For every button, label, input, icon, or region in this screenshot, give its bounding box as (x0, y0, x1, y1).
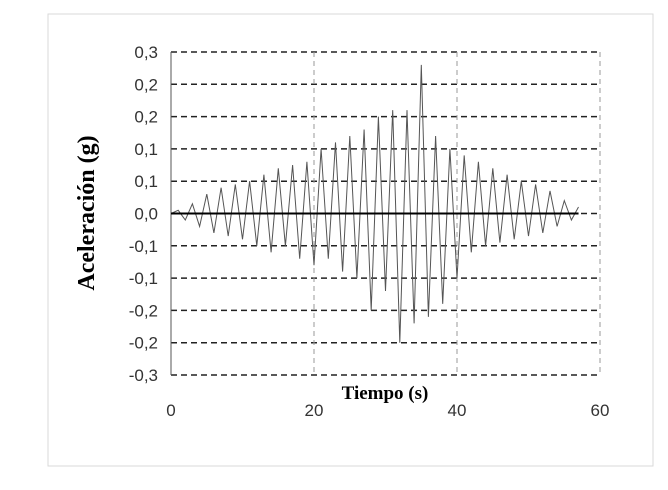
y-axis-title: Aceleración (g) (74, 135, 100, 290)
y-tick-label: -0,2 (129, 334, 158, 353)
x-axis-title: Tiempo (s) (342, 383, 429, 404)
x-tick-label: 20 (305, 401, 324, 420)
y-tick-label: 0,1 (134, 140, 158, 159)
x-tick-label: 40 (448, 401, 467, 420)
x-tick-label: 0 (166, 401, 175, 420)
y-tick-label: -0,3 (129, 366, 158, 385)
chart-outer-border (47, 13, 654, 467)
y-tick-label: 0,1 (134, 172, 158, 191)
y-tick-label: -0,1 (129, 237, 158, 256)
x-tick-labels: 0 20 40 60 (166, 401, 609, 420)
y-tick-label: 0,3 (134, 43, 158, 62)
grid (171, 51, 601, 376)
x-tick-label: 60 (591, 401, 610, 420)
y-tick-label: -0,2 (129, 301, 158, 320)
y-tick-labels: -0,3 -0,2 -0,2 -0,1 -0,1 0,0 0,1 0,1 0,2 0,2 0,3 (129, 43, 158, 385)
y-tick-label: -0,1 (129, 269, 158, 288)
y-tick-label: 0,2 (134, 75, 158, 94)
y-tick-label: 0,0 (134, 205, 158, 224)
y-tick-label: 0,2 (134, 108, 158, 127)
